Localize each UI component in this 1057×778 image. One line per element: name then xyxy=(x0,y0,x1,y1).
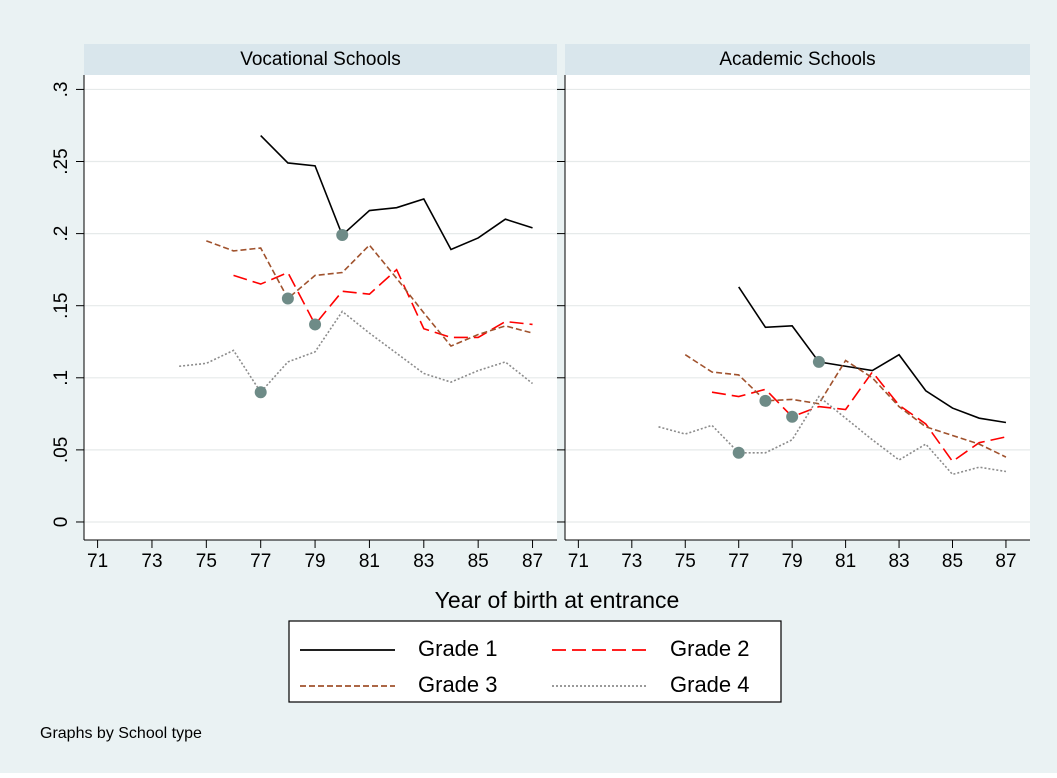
x-tick-label: 87 xyxy=(995,551,1016,572)
y-tick-label: 0 xyxy=(51,517,72,528)
legend-label: Grade 2 xyxy=(670,636,750,661)
note: Graphs by School type xyxy=(40,725,202,742)
y-tick-label: .1 xyxy=(51,370,72,386)
series-line xyxy=(684,354,1007,458)
x-tick-label: 85 xyxy=(468,551,489,572)
x-tick-label: 71 xyxy=(568,551,589,572)
highlight-point xyxy=(732,446,745,459)
plot-area xyxy=(565,75,1030,540)
y-tick-label: .05 xyxy=(51,437,72,463)
x-tick-label: 79 xyxy=(304,551,325,572)
series-line xyxy=(658,395,1007,476)
panel-title: Academic Schools xyxy=(719,49,875,70)
series-line xyxy=(738,286,1007,424)
x-tick-label: 73 xyxy=(141,551,162,572)
x-tick-label: 77 xyxy=(728,551,749,572)
highlight-point xyxy=(759,394,772,407)
y-tick-label: .3 xyxy=(51,81,72,97)
x-tick-label: 83 xyxy=(888,551,909,572)
legend-label: Grade 3 xyxy=(418,672,498,697)
series-line xyxy=(233,268,533,339)
x-tick-label: 81 xyxy=(835,551,856,572)
highlight-point xyxy=(281,292,294,305)
panel-header xyxy=(84,44,557,75)
y-tick-label: .25 xyxy=(51,148,72,174)
legend xyxy=(288,620,782,703)
series-line xyxy=(179,310,534,394)
series-line xyxy=(206,240,533,348)
highlight-point xyxy=(254,386,267,399)
x-axis-title: Year of birth at entrance xyxy=(435,587,680,613)
highlight-point xyxy=(812,355,825,368)
series-line xyxy=(260,134,533,251)
legend-label: Grade 1 xyxy=(418,636,498,661)
panel-header xyxy=(565,44,1030,75)
y-tick-label: .15 xyxy=(51,292,72,318)
x-tick-label: 75 xyxy=(675,551,696,572)
x-tick-label: 83 xyxy=(413,551,434,572)
panel-title: Vocational Schools xyxy=(240,49,401,70)
highlight-point xyxy=(336,229,349,242)
x-tick-label: 73 xyxy=(621,551,642,572)
x-tick-label: 77 xyxy=(250,551,271,572)
x-tick-label: 71 xyxy=(87,551,108,572)
y-tick-label: .2 xyxy=(51,226,72,242)
x-tick-label: 85 xyxy=(942,551,963,572)
x-tick-label: 87 xyxy=(522,551,543,572)
legend-label: Grade 4 xyxy=(670,672,750,697)
highlight-point xyxy=(786,410,799,423)
series-line xyxy=(711,370,1007,463)
x-tick-label: 79 xyxy=(782,551,803,572)
highlight-point xyxy=(309,318,322,331)
x-tick-label: 81 xyxy=(359,551,380,572)
x-tick-label: 75 xyxy=(196,551,217,572)
plot-area xyxy=(84,75,557,540)
